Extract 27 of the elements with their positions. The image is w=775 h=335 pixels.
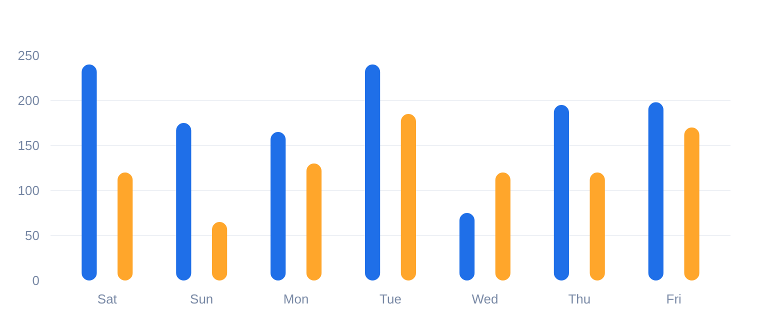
y-tick-label: 0 — [32, 273, 40, 288]
bar — [684, 128, 700, 280]
bar — [176, 123, 192, 280]
x-tick-label: Sun — [190, 292, 214, 306]
y-tick-label: 50 — [25, 228, 40, 243]
y-tick-label: 150 — [18, 138, 40, 153]
bar — [648, 102, 664, 280]
bar — [82, 64, 97, 280]
y-tick-label: 100 — [18, 183, 40, 198]
bar — [400, 114, 416, 280]
x-tick-label: Mon — [283, 292, 309, 306]
bar — [495, 172, 510, 280]
bar — [306, 164, 322, 280]
y-tick-label: 250 — [18, 48, 40, 63]
x-tick-label: Tue — [380, 292, 402, 306]
bar — [212, 222, 228, 280]
bar — [270, 132, 286, 280]
bar — [590, 172, 605, 280]
x-tick-label: Sat — [97, 292, 118, 306]
bar — [554, 105, 569, 280]
bar — [118, 172, 133, 280]
x-tick-label: Fri — [666, 292, 682, 306]
x-tick-label: Thu — [568, 292, 591, 306]
bar — [365, 64, 380, 280]
x-tick-label: Wed — [472, 292, 498, 306]
bar — [459, 213, 475, 280]
y-tick-label: 200 — [18, 93, 40, 108]
